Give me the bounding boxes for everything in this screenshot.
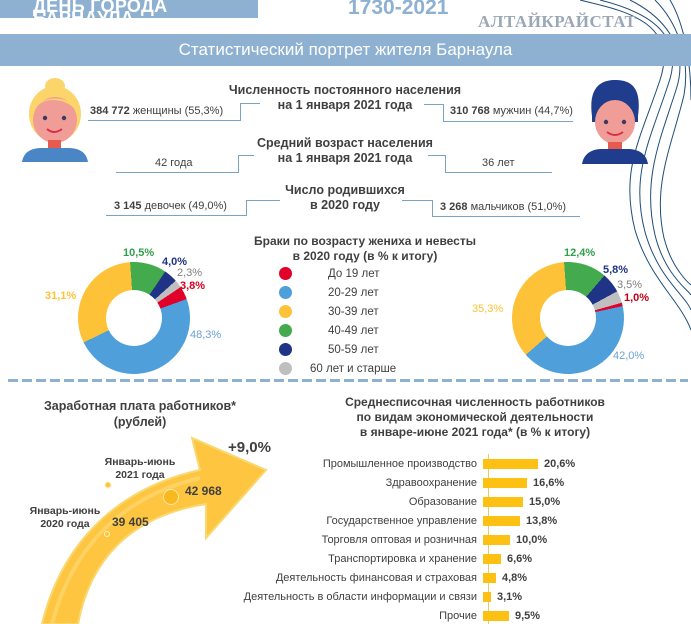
men-connector xyxy=(443,104,444,122)
salary-growth-percent: +9,0% xyxy=(228,439,271,456)
population-title: Численность постоянного населения на 1 я… xyxy=(228,83,462,112)
salary-growth-arrow-icon xyxy=(40,436,268,624)
salary-2021-marker xyxy=(163,489,179,505)
salary-2021-value: 42 968 xyxy=(185,484,222,498)
marriage-legend: До 19 лет 20-29 лет 30-39 лет 40-49 лет … xyxy=(279,264,479,378)
bar xyxy=(483,534,510,545)
boys-connector-top xyxy=(402,200,433,201)
women-age-connector xyxy=(238,155,239,173)
girls-connector xyxy=(246,200,247,216)
men-age-underline xyxy=(445,172,552,173)
groom-pct-20-29: 42,0% xyxy=(613,350,645,362)
legend-item-40-49: 40-49 лет xyxy=(279,321,479,340)
women-connector-top xyxy=(240,103,260,104)
legend-item-50-59: 50-59 лет xyxy=(279,340,479,359)
women-age-connector-top xyxy=(238,155,254,156)
bar xyxy=(483,553,501,564)
bar-row-education: Образование 15,0% xyxy=(408,495,561,508)
salary-2020-marker xyxy=(104,531,110,537)
girls-count: 3 145 девочек (49,0%) xyxy=(114,200,227,212)
bar-row-other: Прочие 9,5% xyxy=(439,609,541,622)
salary-title: Заработная плата работников* (рублей) xyxy=(43,399,237,429)
bride-pct-under-19: 3,8% xyxy=(180,280,206,292)
groom-pct-60-plus: 3,5% xyxy=(617,279,643,291)
groom-pct-30-39: 35,3% xyxy=(472,303,504,315)
women-age-underline xyxy=(116,172,238,173)
bride-pct-60-plus: 2,3% xyxy=(177,267,203,279)
legend-item-30-39: 30-39 лет xyxy=(279,302,479,321)
men-age-connector-top xyxy=(428,155,446,156)
banner-title: ДЕНЬ ГОРОДА БАРНАУЛА xyxy=(0,0,258,18)
salary-2021-period: Январь-июнь 2021 года xyxy=(104,456,176,481)
boys-connector xyxy=(432,200,433,217)
section-divider xyxy=(8,379,688,382)
girls-connector-top xyxy=(246,200,280,201)
woman-avatar-icon xyxy=(22,78,88,162)
bar xyxy=(483,496,523,507)
bar xyxy=(483,515,520,526)
bride-pct-50-59: 4,0% xyxy=(162,256,188,268)
groom-pct-under-19: 1,0% xyxy=(624,292,650,304)
bar-row-it: Деятельность в области информации и связ… xyxy=(243,590,523,603)
red-dot-icon xyxy=(279,267,292,280)
bar-row-transport: Транспортировка и хранение 6,6% xyxy=(328,552,533,565)
salary-2020-value: 39 405 xyxy=(112,515,149,529)
bar xyxy=(483,610,509,621)
blue-dot-icon xyxy=(279,286,292,299)
page-subtitle: Статистический портрет жителя Барнаула xyxy=(0,34,691,66)
anniversary-years: 1730-2021 xyxy=(348,0,449,19)
bride-pct-30-39: 31,1% xyxy=(45,290,77,302)
gray-dot-icon xyxy=(279,362,292,375)
bar xyxy=(483,477,527,488)
man-avatar-icon xyxy=(582,80,648,164)
legend-item-20-29: 20-29 лет xyxy=(279,283,479,302)
bar xyxy=(483,591,491,602)
green-dot-icon xyxy=(279,324,292,337)
salary-2020-period: Январь-июнь 2020 года xyxy=(29,505,101,530)
groom-donut-hole xyxy=(538,288,598,348)
women-count: 384 772 женщины (55,3%) xyxy=(90,105,224,117)
boys-count: 3 268 мальчиков (51,0%) xyxy=(440,201,567,213)
bar-row-government: Государственное управление 13,8% xyxy=(326,514,558,527)
women-connector xyxy=(240,103,241,121)
groom-pct-40-49: 12,4% xyxy=(564,247,596,259)
bar xyxy=(483,572,496,583)
men-average-age: 36 лет xyxy=(482,157,515,169)
legend-item-under-19: До 19 лет xyxy=(279,264,479,283)
marriage-chart-title: Браки по возрасту жениха и невесты в 202… xyxy=(254,234,476,263)
boys-underline xyxy=(432,216,580,217)
navy-dot-icon xyxy=(279,343,292,356)
men-connector-top xyxy=(424,104,444,105)
bride-pct-40-49: 10,5% xyxy=(123,247,155,259)
bride-pct-20-29: 48,3% xyxy=(190,329,222,341)
men-underline xyxy=(443,121,573,122)
brand-logo-text: АЛТАЙКРАЙСТАТ xyxy=(478,12,637,31)
employment-chart-title: Среднесписочная численность работников п… xyxy=(345,395,605,439)
bride-donut-hole xyxy=(104,288,164,348)
legend-item-60-plus: 60 лет и старше xyxy=(279,359,479,378)
bar-row-trade: Торговля оптовая и розничная 10,0% xyxy=(321,533,548,546)
age-title: Средний возраст населения на 1 января 20… xyxy=(257,136,433,165)
bar xyxy=(483,458,538,469)
men-age-connector xyxy=(445,155,446,173)
girls-underline xyxy=(106,215,246,216)
bar-row-industry: Промышленное производство 20,6% xyxy=(322,457,576,470)
women-underline xyxy=(88,120,241,121)
groom-pct-50-59: 5,8% xyxy=(603,264,629,276)
births-title: Число родившихся в 2020 году xyxy=(285,183,405,212)
yellow-dot-icon xyxy=(279,305,292,318)
bar-row-healthcare: Здравоохранение 16,6% xyxy=(385,476,565,489)
men-count: 310 768 мужчин (44,7%) xyxy=(450,105,573,117)
women-average-age: 42 года xyxy=(155,157,193,169)
bar-row-finance: Деятельность финансовая и страховая 4,8% xyxy=(275,571,528,584)
